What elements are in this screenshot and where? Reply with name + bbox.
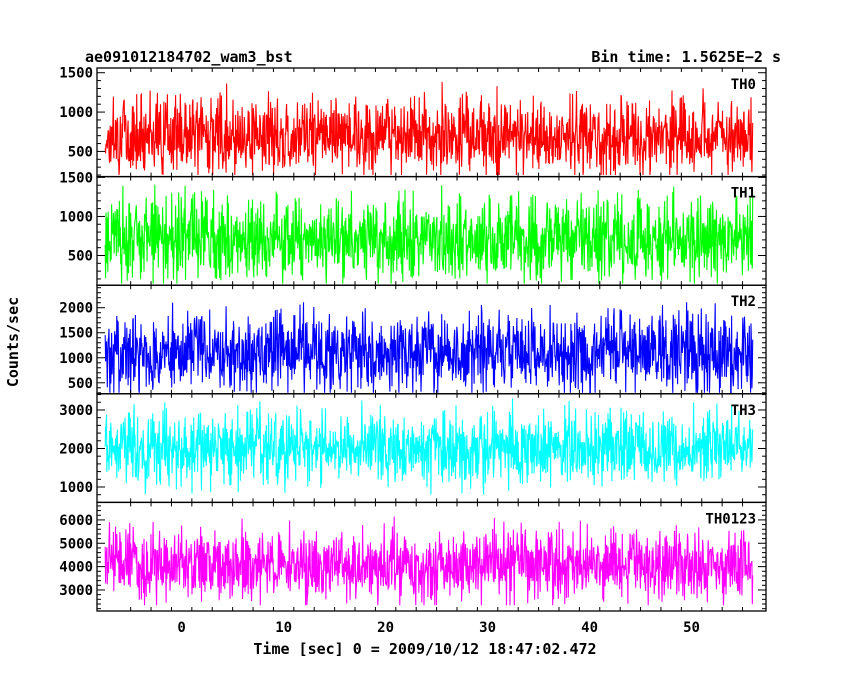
x-tick-label: 0 (177, 620, 185, 636)
panels-group: 50010001500TH050010001500TH1500100015002… (59, 66, 767, 636)
y-tick-label: 500 (68, 144, 93, 160)
y-tick-label: 3000 (59, 583, 93, 599)
series-line-th0 (104, 81, 754, 176)
x-axis-label: Time [sec] 0 = 2009/10/12 18:47:02.472 (253, 640, 596, 658)
panel-th0: 500 1000 1500 TH0 (59, 66, 767, 178)
series-line-th3 (104, 398, 754, 495)
x-tick-label: 40 (581, 620, 598, 636)
panel-label-th1: TH1 (731, 186, 756, 202)
panel-label-th0: TH0 (731, 77, 756, 93)
x-tick-label: 30 (479, 620, 496, 636)
y-tick-label: 1000 (59, 480, 93, 496)
y-tick-label: 1500 (59, 170, 93, 186)
panel-frame (96, 501, 767, 612)
panel-label-th0123: TH0123 (705, 511, 756, 527)
y-tick-label: 1000 (59, 105, 93, 121)
y-tick-label: 6000 (59, 513, 93, 529)
series-line-th2 (104, 302, 754, 394)
x-tick-label: 50 (683, 620, 700, 636)
y-tick-label: 1000 (59, 351, 93, 367)
y-tick-label: 500 (68, 249, 93, 265)
x-tick-label: 10 (275, 620, 292, 636)
series-line-th1 (104, 184, 754, 284)
y-tick-label: 1500 (59, 326, 93, 342)
y-tick-label: 2000 (59, 301, 93, 317)
y-tick-label: 1000 (59, 209, 93, 225)
chart-title: ae091012184702_wam3_bst (85, 48, 293, 66)
panel-th2: 500 1000 1500 2000 TH2 (59, 284, 767, 395)
bin-time-label: Bin time: 1.5625E−2 s (591, 48, 781, 66)
y-tick-label: 3000 (59, 403, 93, 419)
panel-label-th3: TH3 (731, 403, 756, 419)
series-line-th0123 (104, 516, 754, 606)
y-tick-label: 1500 (59, 66, 93, 82)
y-tick-label: 500 (68, 376, 93, 392)
y-tick-label: 4000 (59, 560, 93, 576)
panel-th0123: 3000 4000 5000 6000 TH0123 (59, 501, 767, 612)
y-tick-label: 5000 (59, 536, 93, 552)
panel-th1: 500 1000 1500 TH1 (59, 170, 767, 286)
panel-label-th2: TH2 (731, 294, 756, 310)
y-axis-label: Counts/sec (4, 297, 22, 387)
x-tick-label: 20 (377, 620, 394, 636)
y-tick-label: 2000 (59, 441, 93, 457)
panel-th3: 1000 2000 3000 TH3 (59, 393, 767, 504)
